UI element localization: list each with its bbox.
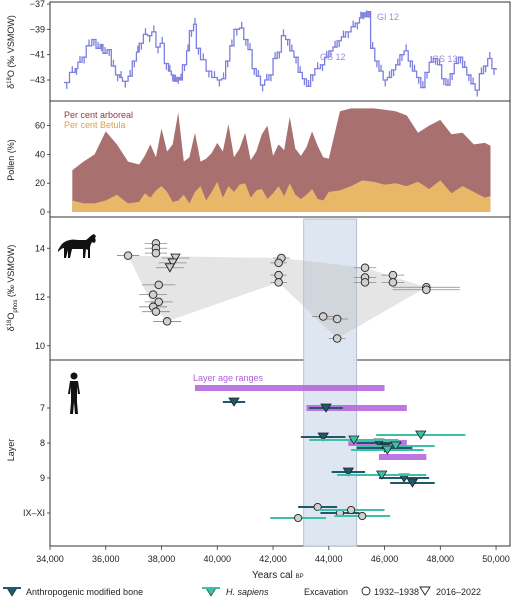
horse-icon xyxy=(58,234,96,258)
legend-exc2-marker xyxy=(419,586,431,596)
x-axis: 34,000 36,000 38,000 40,000 42,000 44,000 46,0… xyxy=(36,546,510,564)
label-gs12: GS 12 xyxy=(320,52,346,62)
d18o-series-line xyxy=(63,10,497,97)
phos-point-circle xyxy=(148,290,158,299)
phos-point-circle xyxy=(274,278,283,287)
layer-point-circle xyxy=(358,511,367,521)
layer-age-range-bar xyxy=(378,454,427,460)
layer-ytick-label: IX–XI xyxy=(23,508,45,518)
xtick-label: 44,000 xyxy=(315,554,343,564)
ylabel-pollen: Pollen (%) xyxy=(6,139,16,181)
legend: Anthropogenic modified bone H. sapiens E… xyxy=(3,586,481,597)
xtick-label: 40,000 xyxy=(204,554,232,564)
pollen-ytick-label: 60 xyxy=(35,121,45,131)
phos-point-circle xyxy=(318,312,328,321)
phos-point-circle xyxy=(332,334,342,343)
layer-point-triangle xyxy=(342,467,355,477)
pollen-ytick-label: 20 xyxy=(35,178,45,188)
legend-excavation-label: Excavation xyxy=(304,587,348,597)
legend-exc1-label: 1932–1938 xyxy=(374,587,419,597)
layer-point-triangle xyxy=(376,470,388,480)
d18o-ytick-label: −39 xyxy=(30,24,45,34)
ylabel-phos: δ18Ophos (‰ VSMOW) xyxy=(6,245,19,332)
layer-ytick-label: 9 xyxy=(40,473,45,483)
legend-exc1-marker xyxy=(361,586,371,596)
layer-point-circle xyxy=(347,505,356,515)
xtick-label: 46,000 xyxy=(371,554,399,564)
ylabel-layer: Layer xyxy=(6,439,16,462)
xtick-label: 34,000 xyxy=(36,554,64,564)
legend-amb-label: Anthropogenic modified bone xyxy=(26,587,143,597)
label-gs13: GS 13 xyxy=(432,54,458,64)
human-icon xyxy=(68,372,80,414)
phos-point-circle xyxy=(422,285,431,294)
layer-point-triangle xyxy=(381,445,394,455)
layer-ytick-label: 7 xyxy=(40,403,45,413)
phos-point-circle xyxy=(151,307,161,316)
phos-point-circle xyxy=(154,297,163,307)
pollen-area-betula xyxy=(72,180,491,212)
d18o-plot: −43 −41 −39 −37 xyxy=(30,0,497,97)
layer-point-circle xyxy=(294,513,303,523)
layer-ytick-label: 8 xyxy=(40,438,45,448)
layer-age-range-bar xyxy=(306,405,407,411)
phos-point-circle xyxy=(154,280,163,290)
phos-point-circle xyxy=(388,278,398,287)
xlabel: Years cal BP xyxy=(252,570,304,581)
phos-ytick-label: 10 xyxy=(35,341,45,351)
layer-age-range-bar xyxy=(194,385,385,391)
phos-point-circle xyxy=(274,258,283,268)
legend-hs-label: H. sapiens xyxy=(226,587,269,597)
d18o-ytick-label: −43 xyxy=(30,75,45,85)
panel-phos-frame xyxy=(49,216,511,361)
xtick-label: 48,000 xyxy=(427,554,455,564)
phos-point-circle xyxy=(274,270,283,280)
highlight-band xyxy=(303,218,358,547)
pollen-ytick-label: 0 xyxy=(40,207,45,217)
layer-point-triangle xyxy=(415,430,427,440)
legend-exc2-label: 2016–2022 xyxy=(436,587,481,597)
pollen-plot: 0 20 40 60 xyxy=(35,108,491,217)
legend-amb-marker xyxy=(6,587,18,597)
label-betula: Per cent Betula xyxy=(64,120,126,130)
legend-hs-marker xyxy=(205,587,217,597)
xtick-label: 36,000 xyxy=(92,554,120,564)
phos-point-circle xyxy=(123,251,133,260)
pollen-ytick-label: 40 xyxy=(35,149,45,159)
layer-point-triangle xyxy=(317,432,329,442)
ylabel-d18o: δ18O (‰ VSMOW) xyxy=(6,15,16,89)
layer-point-triangle xyxy=(320,403,332,413)
phos-hull-2 xyxy=(278,258,427,339)
phos-point-circle xyxy=(151,248,161,258)
layer-point-triangle xyxy=(228,397,240,407)
d18o-ytick-label: −41 xyxy=(30,50,45,60)
label-gi12: GI 12 xyxy=(377,12,399,22)
phos-point-circle xyxy=(388,270,398,280)
xtick-label: 38,000 xyxy=(148,554,176,564)
d18o-ytick-label: −37 xyxy=(30,0,45,9)
phos-ytick-label: 14 xyxy=(35,243,45,253)
phos-point-circle xyxy=(360,263,370,273)
panel-layer-frame xyxy=(49,359,511,547)
phos-point-triangle xyxy=(164,263,176,273)
phos-point-circle xyxy=(332,314,342,324)
phos-point-triangle xyxy=(170,253,181,263)
layer-point-triangle xyxy=(348,435,360,445)
xtick-label: 50,000 xyxy=(482,554,510,564)
phos-ytick-label: 12 xyxy=(35,292,45,302)
label-layer-ranges: Layer age ranges xyxy=(193,373,264,383)
phos-hull-1 xyxy=(128,255,282,322)
label-arboreal: Per cent arboreal xyxy=(64,110,133,120)
xtick-label: 42,000 xyxy=(259,554,287,564)
phos-point-circle xyxy=(162,317,172,326)
phos-point-circle xyxy=(360,278,370,287)
phos-point-triangle xyxy=(167,258,178,268)
layer-point-triangle xyxy=(389,441,402,451)
layer-point-triangle xyxy=(406,478,419,488)
layer-plot: 7 8 9 IX–XI xyxy=(23,385,466,523)
phos-plot: 10 12 14 xyxy=(35,239,460,351)
